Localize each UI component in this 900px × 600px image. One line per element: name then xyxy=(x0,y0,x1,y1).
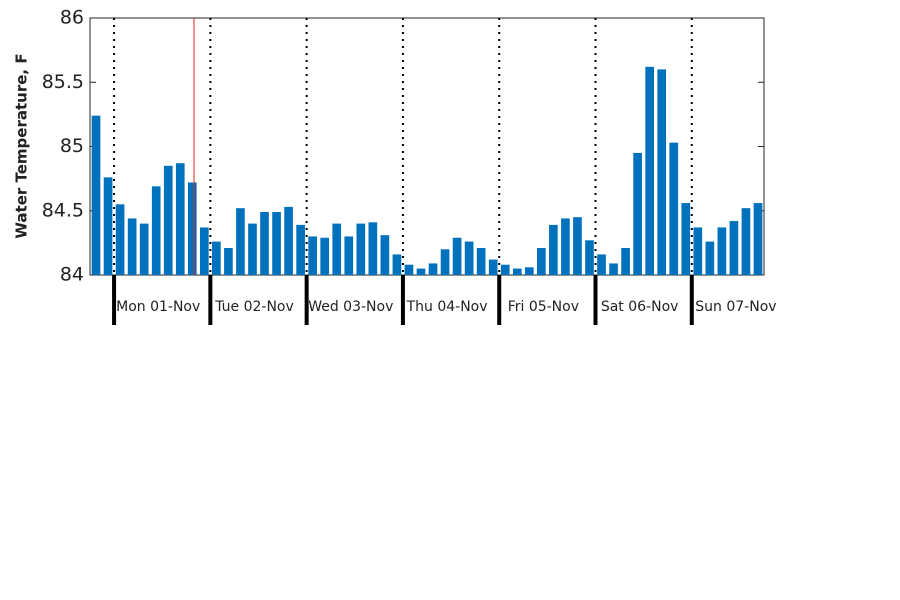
bar xyxy=(488,259,498,275)
bar xyxy=(585,240,594,275)
bar xyxy=(139,223,149,275)
x-tick-label: Sat 06-Nov xyxy=(601,299,679,315)
bar xyxy=(212,241,221,275)
bar xyxy=(549,224,558,275)
y-tick-label: 84 xyxy=(60,264,84,286)
bar xyxy=(115,204,125,275)
bar xyxy=(236,208,245,275)
bar xyxy=(609,263,618,275)
bar xyxy=(344,236,354,275)
bar xyxy=(537,248,546,275)
bar xyxy=(320,237,330,275)
bar xyxy=(657,69,667,276)
bar xyxy=(248,223,257,275)
bar xyxy=(705,241,715,275)
bar xyxy=(175,163,185,275)
bar xyxy=(500,264,510,275)
bar xyxy=(163,165,173,275)
bar xyxy=(729,221,739,275)
y-tick-label: 85 xyxy=(60,135,84,157)
x-tick-label: Sun 07-Nov xyxy=(695,299,776,315)
bar xyxy=(224,248,233,275)
bar xyxy=(260,212,269,275)
bar xyxy=(332,223,342,275)
bar xyxy=(621,248,630,275)
bar xyxy=(717,227,727,275)
bar xyxy=(440,249,450,275)
bar xyxy=(368,222,378,275)
bar xyxy=(452,237,462,275)
bar xyxy=(356,223,366,275)
bar xyxy=(151,186,161,275)
bar xyxy=(633,152,642,275)
y-tick-label: 86 xyxy=(60,7,84,29)
bar xyxy=(127,218,137,275)
x-tick-label: Mon 01-Nov xyxy=(116,299,200,315)
y-axis-label: Water Temperature, F xyxy=(13,53,31,238)
bar xyxy=(308,236,317,275)
bar xyxy=(573,217,582,275)
bar xyxy=(645,66,654,275)
bar xyxy=(669,142,679,275)
x-tick-label: Tue 02-Nov xyxy=(214,299,294,315)
bar xyxy=(187,182,197,275)
y-tick-label: 85.5 xyxy=(42,71,84,93)
bar xyxy=(272,212,281,275)
bar xyxy=(404,264,414,275)
bar xyxy=(561,218,570,275)
x-tick-label: Fri 05-Nov xyxy=(508,299,579,315)
bar xyxy=(464,241,474,275)
bar xyxy=(741,208,751,275)
bar xyxy=(296,224,305,275)
bar xyxy=(753,203,763,275)
x-tick-label: Wed 03-Nov xyxy=(308,299,393,315)
bar xyxy=(392,254,402,275)
bar xyxy=(200,227,209,275)
bar xyxy=(597,254,606,275)
bar xyxy=(681,203,691,275)
bar xyxy=(380,235,390,275)
bar xyxy=(91,115,101,275)
x-tick-label: Thu 04-Nov xyxy=(406,299,488,315)
y-tick-label: 84.5 xyxy=(42,199,84,221)
bar xyxy=(416,268,426,275)
bar xyxy=(103,177,113,275)
bar xyxy=(524,267,534,275)
bar xyxy=(693,227,703,275)
bar xyxy=(476,248,486,275)
bar xyxy=(428,263,438,275)
bar xyxy=(512,268,522,275)
bar xyxy=(284,206,293,275)
